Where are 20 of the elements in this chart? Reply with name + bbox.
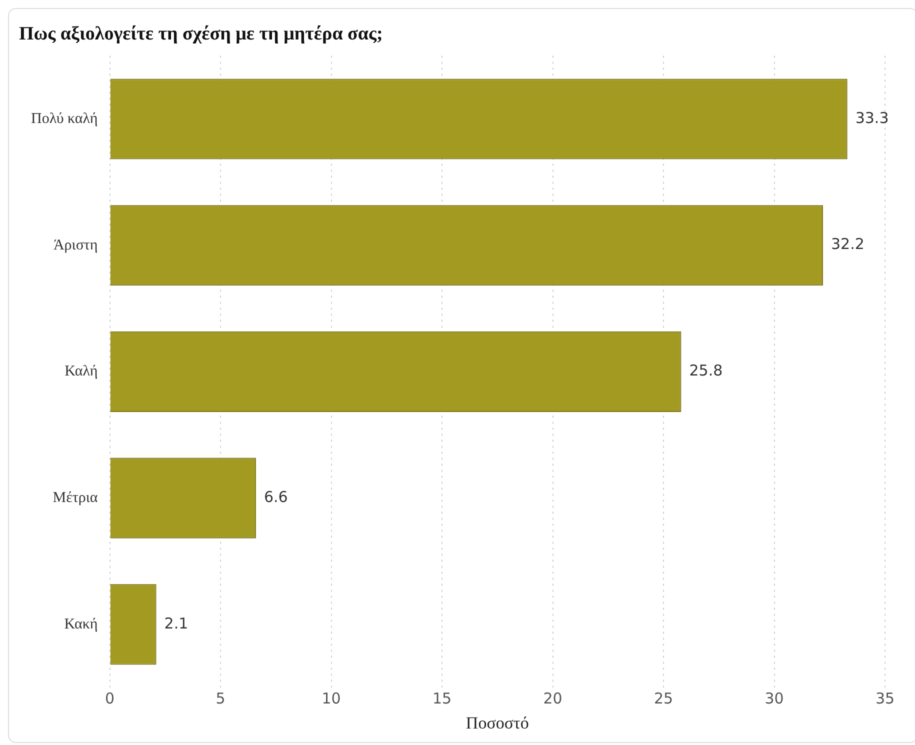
x-axis-title: Ποσοστό	[466, 713, 529, 732]
chart-title: Πως αξιολογείτε τη σχέση με τη μητέρα σας;	[19, 23, 383, 44]
y-tick-label: Καλή	[64, 364, 98, 380]
data-label: 25.8	[689, 362, 723, 380]
x-tick-label: 15	[432, 689, 452, 708]
data-label: 2.1	[164, 614, 188, 632]
x-tick-label: 10	[322, 689, 341, 708]
x-tick-label: 30	[764, 689, 784, 708]
y-tick-label: Πολύ καλή	[30, 110, 98, 127]
data-label: 33.3	[855, 108, 889, 127]
y-tick-label: Μέτρια	[52, 490, 98, 506]
x-tick-label: 5	[216, 689, 226, 708]
x-tick-label: 20	[543, 689, 562, 708]
y-tick-label: Άριστη	[53, 237, 98, 254]
data-label: 32.2	[830, 235, 864, 254]
y-tick-label: Κακή	[64, 616, 98, 632]
x-tick-label: 25	[654, 689, 674, 708]
x-tick-label: 0	[105, 689, 115, 708]
x-tick-label: 35	[875, 689, 895, 708]
data-label: 6.6	[264, 488, 288, 506]
